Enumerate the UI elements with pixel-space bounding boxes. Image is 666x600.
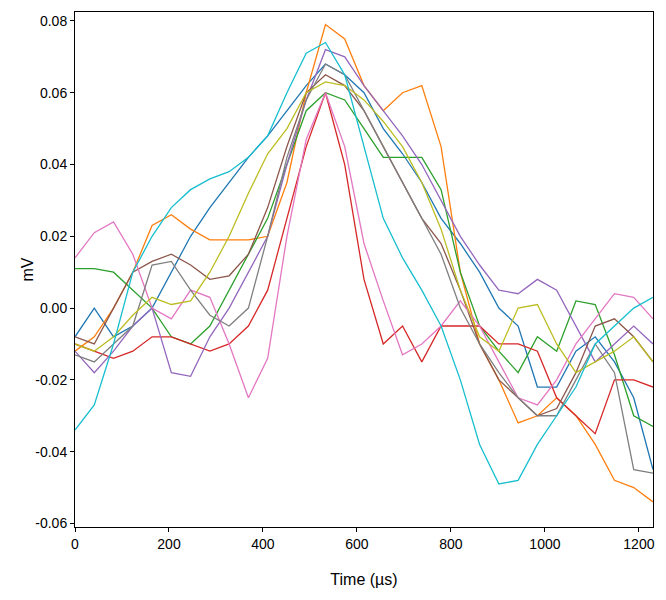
svg-text:1200: 1200 [623,536,654,552]
svg-text:mV: mV [19,257,36,281]
svg-text:-0.02: -0.02 [35,372,67,388]
svg-text:200: 200 [157,536,181,552]
svg-text:400: 400 [251,536,275,552]
svg-text:0.04: 0.04 [40,156,67,172]
svg-text:800: 800 [439,536,463,552]
svg-text:-0.04: -0.04 [35,444,67,460]
svg-text:-0.06: -0.06 [35,515,67,531]
svg-text:600: 600 [345,536,369,552]
svg-text:Time (µs): Time (µs) [330,571,397,588]
svg-text:0: 0 [71,536,79,552]
svg-text:0.06: 0.06 [40,85,67,101]
svg-text:1000: 1000 [529,536,560,552]
svg-text:0.08: 0.08 [40,13,67,29]
svg-text:0.02: 0.02 [40,228,67,244]
svg-text:0.00: 0.00 [40,300,67,316]
